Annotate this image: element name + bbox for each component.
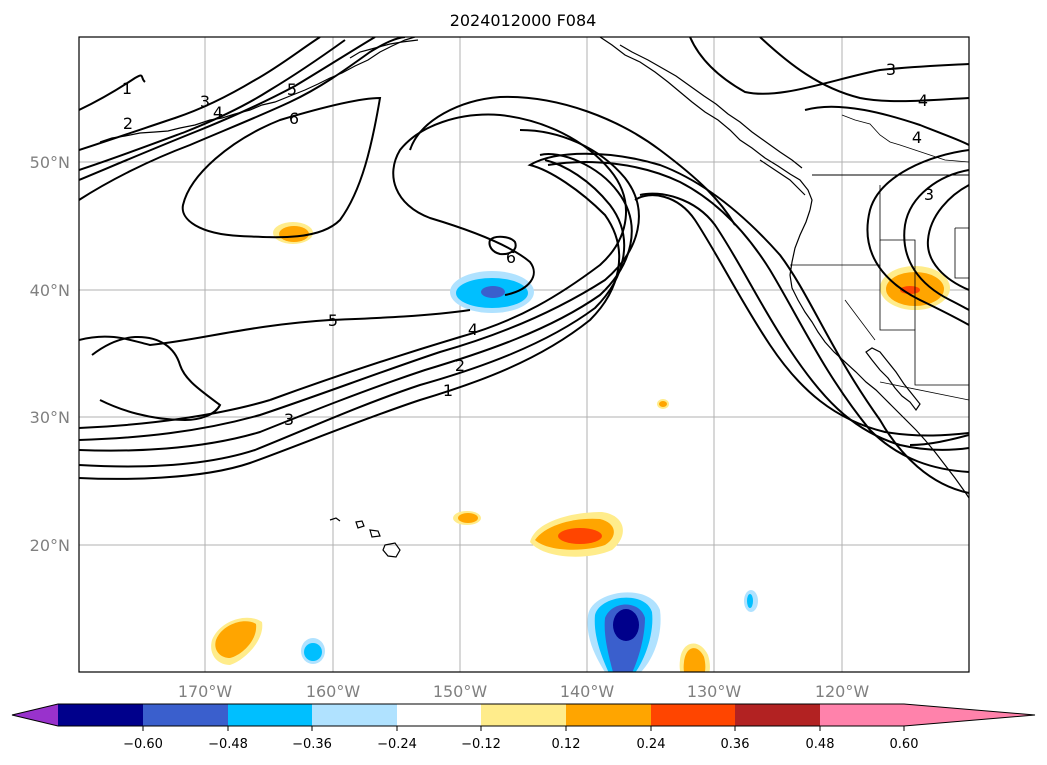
- colorbar-segment: [566, 704, 651, 726]
- latitude-label: 50°N: [30, 153, 70, 172]
- colorbar-segment: [820, 704, 904, 726]
- graticule: [79, 37, 969, 672]
- colorbar-segment: [312, 704, 397, 726]
- colorbar: −0.60 −0.48 −0.36 −0.24 −0.12 0.12 0.24 …: [11, 703, 1036, 752]
- positive-anomaly-blob: [530, 512, 623, 557]
- longitude-label: 160°W: [306, 682, 361, 701]
- longitude-label: 150°W: [433, 682, 488, 701]
- negative-anomaly-blob: [587, 592, 661, 672]
- contour-label: 3: [886, 60, 896, 79]
- colorbar-tick-label: 0.48: [806, 737, 835, 752]
- colorbar-tick-label: −0.24: [377, 737, 417, 752]
- colorbar-segment: [651, 704, 735, 726]
- longitude-label: 140°W: [560, 682, 615, 701]
- colorbar-extend-low: [12, 704, 58, 726]
- contour-labels: 1 2 3 4 5 6 6 5 4 2 1 3 3 4 4 3: [122, 60, 934, 429]
- colorbar-extend-high: [904, 704, 1035, 726]
- colorbar-segment: [228, 704, 312, 726]
- colorbar-segment: [481, 704, 566, 726]
- positive-anomaly-blob: [659, 401, 667, 407]
- colorbar-segment: [143, 704, 228, 726]
- longitude-labels: 170°W 160°W 150°W 140°W 130°W 120°W: [178, 682, 870, 701]
- height-contours: [79, 37, 969, 494]
- positive-anomaly-blob: [211, 617, 263, 665]
- contour-label: 6: [506, 248, 516, 267]
- colorbar-segment: [58, 704, 143, 726]
- colorbar-tick-label: 0.24: [637, 737, 666, 752]
- positive-anomaly-blob: [273, 222, 313, 244]
- positive-anomaly-blob: [458, 513, 478, 523]
- negative-anomaly-blob: [450, 271, 534, 313]
- negative-anomaly-blob: [304, 643, 322, 661]
- map-title: 2024012000 F084: [450, 11, 597, 30]
- contour-label: 1: [443, 381, 453, 400]
- contour-label: 3: [924, 185, 934, 204]
- longitude-label: 120°W: [815, 682, 870, 701]
- contour-label: 4: [912, 128, 922, 147]
- map-border: [78, 36, 970, 673]
- contour-label: 5: [287, 80, 297, 99]
- colorbar-tick-label: 0.60: [890, 737, 919, 752]
- latitude-label: 20°N: [30, 536, 70, 555]
- latitude-label: 40°N: [30, 281, 70, 300]
- colorbar-tick-label: 0.36: [721, 737, 750, 752]
- contour-label: 3: [200, 92, 210, 111]
- contour-label: 4: [213, 103, 223, 122]
- contour-label: 4: [468, 320, 478, 339]
- contour-label: 5: [328, 311, 338, 330]
- contour-label: 4: [918, 91, 928, 110]
- positive-anomaly-blob: [679, 643, 710, 672]
- colorbar-tick-label: −0.36: [292, 737, 332, 752]
- colorbar-tick-label: −0.48: [208, 737, 248, 752]
- contour-label: 2: [455, 356, 465, 375]
- map-area: [79, 37, 969, 672]
- colorbar-tick-label: −0.12: [461, 737, 501, 752]
- colorbar-tick-label: 0.12: [552, 737, 581, 752]
- contour-label: 2: [123, 114, 133, 133]
- contour-label: 6: [289, 109, 299, 128]
- contour-label: 3: [284, 410, 294, 429]
- colorbar-segment: [735, 704, 820, 726]
- latitude-labels: 50°N 40°N 30°N 20°N: [30, 153, 70, 555]
- colorbar-tick-label: −0.60: [123, 737, 163, 752]
- latitude-label: 30°N: [30, 408, 70, 427]
- negative-anomaly-blob: [747, 594, 753, 608]
- longitude-label: 170°W: [178, 682, 233, 701]
- contour-label: 1: [122, 79, 132, 98]
- colorbar-segment: [397, 704, 481, 726]
- longitude-label: 130°W: [687, 682, 742, 701]
